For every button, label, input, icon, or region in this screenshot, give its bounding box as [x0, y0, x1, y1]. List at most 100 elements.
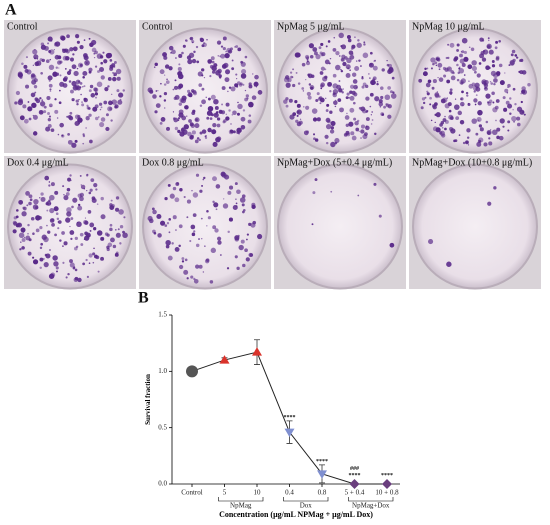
- colony: [89, 188, 93, 192]
- colony: [70, 57, 74, 62]
- colony: [178, 112, 184, 118]
- colony: [85, 127, 87, 129]
- colony: [426, 67, 429, 70]
- colony: [122, 230, 125, 234]
- colony: [238, 244, 244, 251]
- colony: [311, 223, 314, 226]
- colony: [85, 258, 88, 262]
- colony: [299, 118, 302, 121]
- colony: [450, 128, 456, 134]
- colony: [493, 186, 497, 190]
- colony: [234, 46, 236, 48]
- colony: [360, 137, 362, 139]
- colony: [502, 96, 506, 100]
- colony: [64, 68, 67, 70]
- colony: [55, 266, 59, 270]
- colony: [306, 58, 309, 61]
- colony: [192, 213, 197, 217]
- colony: [235, 198, 237, 200]
- colony: [20, 227, 26, 233]
- colony: [466, 94, 469, 97]
- photo: Control: [139, 20, 271, 154]
- colony: [214, 106, 219, 110]
- colony: [325, 117, 331, 123]
- colony: [206, 39, 208, 41]
- colony: [468, 80, 470, 82]
- colony: [478, 62, 482, 65]
- colony: [456, 78, 460, 82]
- colony: [348, 96, 351, 99]
- colony: [496, 135, 500, 140]
- colony: [378, 99, 383, 104]
- colony: [34, 78, 38, 83]
- colony: [228, 185, 234, 190]
- colony: [473, 98, 478, 103]
- colony: [340, 68, 342, 71]
- colony: [59, 239, 62, 242]
- colony: [204, 135, 207, 138]
- significance-stars: ****: [316, 459, 328, 465]
- colony: [235, 202, 238, 205]
- photo: NpMag+Dox (5+0.4 μg/mL): [274, 156, 406, 290]
- colony: [53, 261, 59, 267]
- colony: [239, 197, 246, 203]
- colony: [292, 83, 296, 88]
- colony: [385, 103, 390, 108]
- colony: [212, 225, 217, 230]
- colony: [383, 105, 386, 109]
- colony: [25, 56, 28, 59]
- colony: [489, 81, 492, 83]
- colony: [93, 87, 98, 92]
- colony: [324, 59, 330, 65]
- colony: [201, 237, 203, 240]
- colony: [107, 85, 110, 88]
- colony: [57, 220, 62, 224]
- colony: [436, 91, 439, 93]
- colony: [523, 113, 526, 116]
- colony: [212, 200, 215, 204]
- colony: [481, 39, 485, 42]
- colony: [491, 129, 498, 136]
- colony: [386, 63, 390, 67]
- colony: [306, 60, 309, 63]
- colony: [329, 57, 332, 60]
- colony: [43, 262, 49, 268]
- colony: [66, 70, 72, 75]
- colony: [457, 71, 461, 75]
- dish: [412, 163, 538, 290]
- colony: [198, 83, 203, 87]
- colony: [455, 116, 460, 121]
- colony: [199, 104, 203, 108]
- colony: [341, 44, 347, 50]
- colony: [510, 53, 514, 57]
- colony: [45, 202, 49, 206]
- colony: [325, 109, 329, 112]
- colony: [40, 196, 46, 202]
- colony: [216, 40, 222, 45]
- colony: [213, 63, 218, 68]
- colony: [172, 215, 177, 220]
- colony: [59, 89, 61, 92]
- colony: [62, 77, 68, 82]
- colony: [420, 106, 424, 110]
- colony: [471, 60, 477, 66]
- colony: [458, 134, 461, 136]
- colony: [117, 228, 120, 231]
- colony: [461, 63, 466, 67]
- colony: [221, 86, 226, 90]
- colony: [54, 233, 57, 237]
- colony: [442, 118, 447, 122]
- colony: [168, 231, 171, 234]
- colony: [194, 139, 199, 144]
- colony: [184, 258, 188, 262]
- colony: [147, 87, 153, 93]
- colony: [346, 57, 352, 64]
- colony: [206, 116, 210, 120]
- colony: [499, 118, 505, 124]
- colony: [160, 82, 162, 85]
- colony: [94, 92, 99, 96]
- colony: [70, 217, 74, 220]
- colony: [113, 72, 118, 77]
- colony: [169, 193, 175, 199]
- colony: [360, 106, 366, 112]
